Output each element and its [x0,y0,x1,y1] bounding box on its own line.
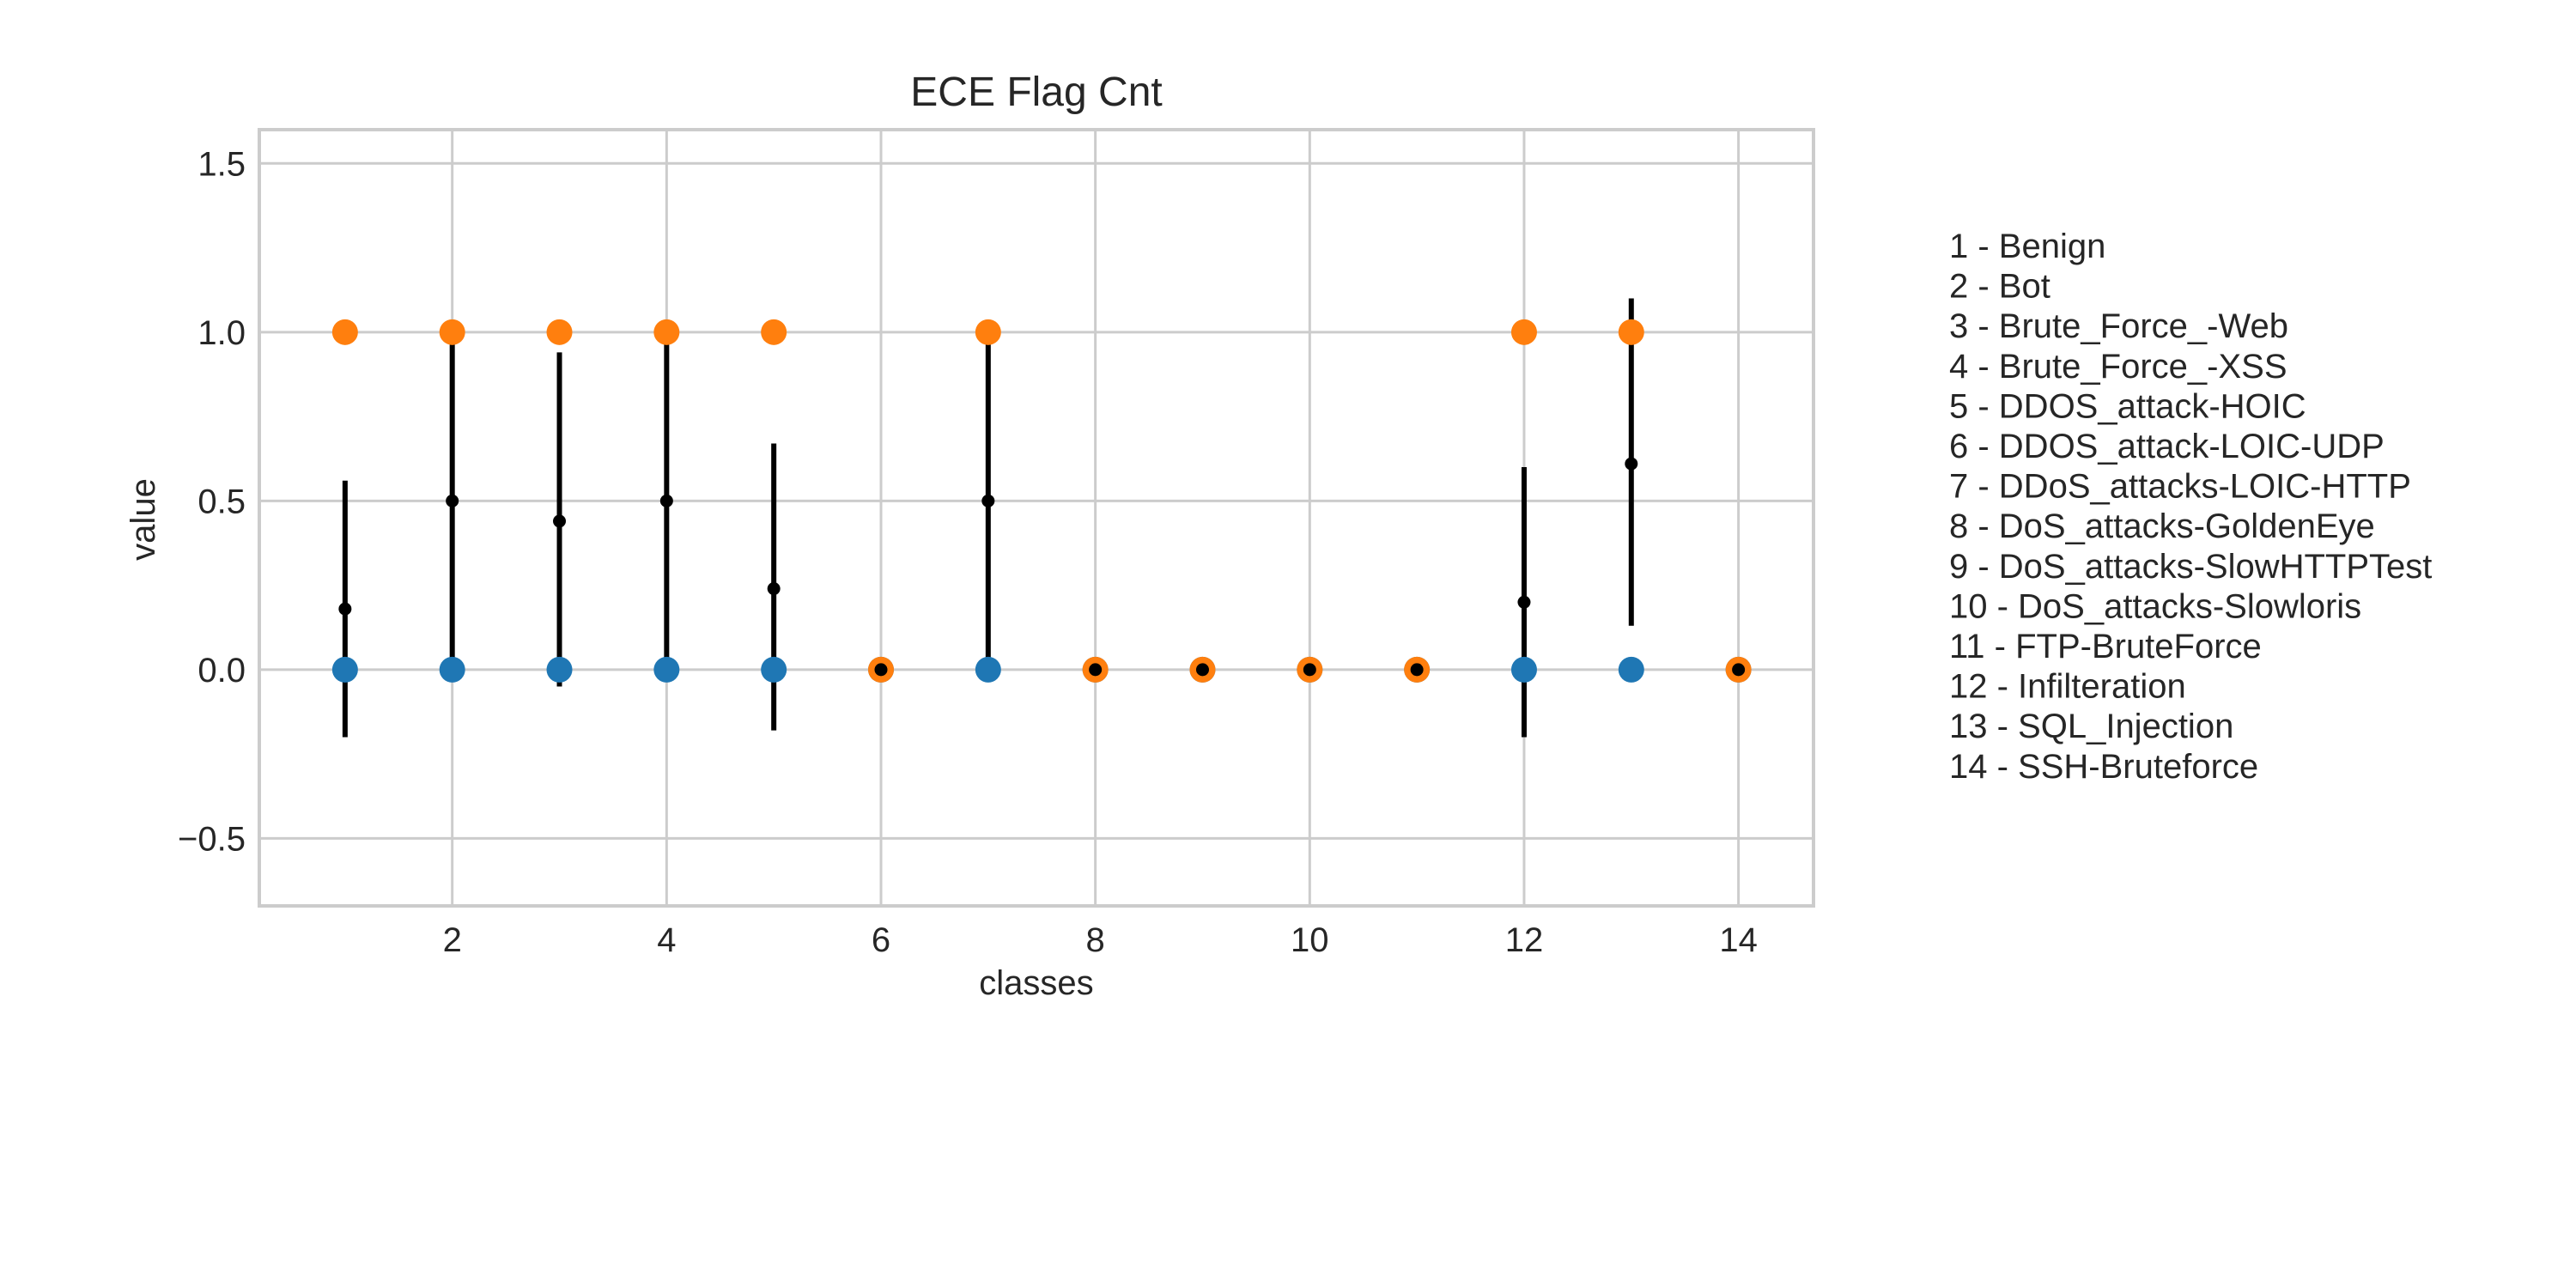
plot-area-frame [258,128,1815,908]
y-axis-label: value [125,478,162,561]
legend-entry: 1 - Benign [1949,228,2105,265]
min-point [546,656,573,683]
legend-entry: 13 - SQL_Injection [1949,708,2233,745]
x-tick-label: 4 [657,921,676,959]
max-point [331,319,358,345]
legend-entry: 3 - Brute_Force_-Web [1949,307,2288,345]
mean-point [767,582,781,596]
chart-title: ECE Flag Cnt [910,70,1162,115]
mean-point [1195,663,1209,677]
y-tick-label: −0.5 [178,820,246,858]
y-tick-label: 1.5 [197,145,246,183]
min-point [1510,656,1537,683]
x-tick-label: 6 [872,921,890,959]
mean-point [553,514,567,528]
legend-entry: 6 - DDOS_attack-LOIC-UDP [1949,428,2385,465]
max-point [439,319,465,345]
x-tick-labels: 2 4 6 8 10 12 14 [443,921,1758,959]
max-point [1618,319,1644,345]
max-point [975,319,1001,345]
max-point [546,319,573,345]
legend-entry: 12 - Infilteration [1949,668,2186,706]
y-tick-label: 0.0 [197,652,246,690]
legend-entry: 14 - SSH-Bruteforce [1949,748,2258,786]
data-points [331,319,1752,683]
min-point [1618,656,1644,683]
x-tick-label: 12 [1505,921,1544,959]
mean-point [1732,663,1746,677]
y-tick-labels: 1.5 1.0 0.5 0.0 −0.5 [178,145,246,858]
x-tick-label: 8 [1086,921,1105,959]
x-tick-label: 2 [443,921,462,959]
mean-point [1517,595,1531,609]
legend-entry: 4 - Brute_Force_-XSS [1949,348,2287,386]
legend-entry: 5 - DDOS_attack-HOIC [1949,387,2306,425]
legend-entry: 8 - DoS_attacks-GoldenEye [1949,507,2375,545]
mean-point [1089,663,1103,677]
mean-point [1625,457,1638,471]
y-tick-label: 0.5 [197,483,246,520]
max-point [761,319,787,345]
x-tick-label: 10 [1291,921,1329,959]
min-point [439,656,465,683]
mean-point [338,602,352,616]
max-point [1510,319,1537,345]
mean-point [446,494,459,507]
min-point [761,656,787,683]
y-tick-label: 1.0 [197,314,246,352]
max-point [653,319,680,345]
min-point [975,656,1001,683]
mean-point [874,663,888,677]
legend-entry: 7 - DDoS_attacks-LOIC-HTTP [1949,468,2411,506]
x-tick-label: 14 [1719,921,1758,959]
legend-entry: 9 - DoS_attacks-SlowHTTPTest [1949,548,2432,586]
legend-entry: 10 - DoS_attacks-Slowloris [1949,587,2361,625]
mean-point [659,494,673,507]
mean-point [981,494,995,507]
legend-entry: 2 - Bot [1949,268,2050,306]
min-point [653,656,680,683]
min-point [331,656,358,683]
legend-entry: 11 - FTP-BruteForce [1949,628,2262,665]
mean-point [1410,663,1424,677]
mean-point [1303,663,1316,677]
grid [259,130,1814,906]
x-axis-label: classes [979,964,1093,1002]
